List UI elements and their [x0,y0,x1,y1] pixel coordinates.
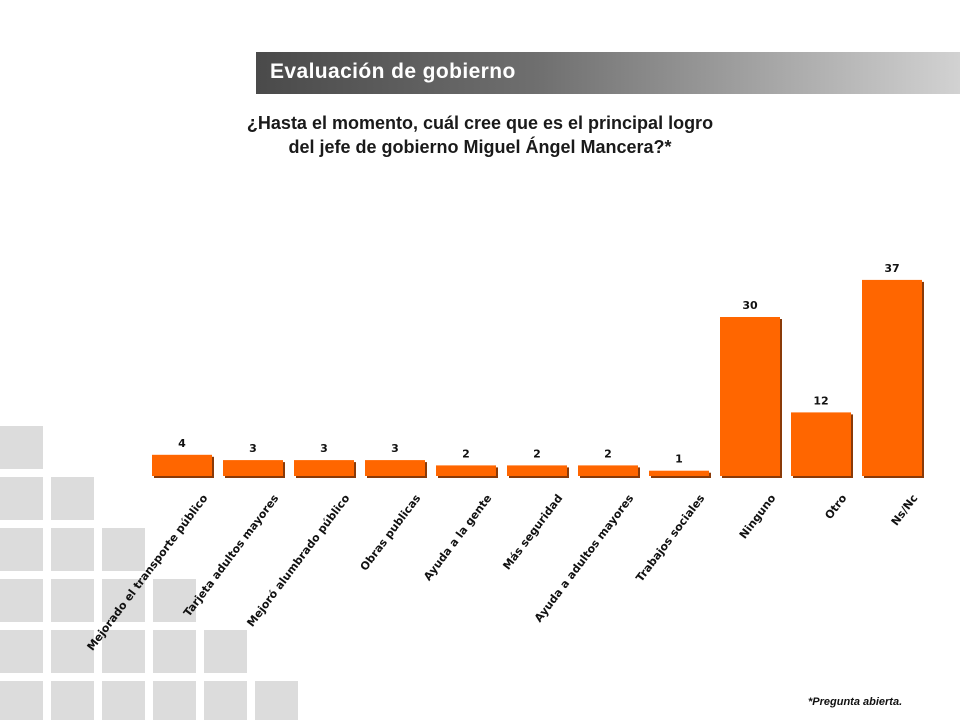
deco-square [0,681,43,720]
bar [578,465,638,476]
deco-square [0,528,43,571]
deco-square [51,630,94,673]
deco-square [51,579,94,622]
data-label: 12 [813,394,828,407]
data-label: 2 [462,447,470,460]
deco-square [102,579,145,622]
deco-square [255,681,298,720]
deco-square [102,630,145,673]
data-label: 3 [391,442,399,455]
deco-square [0,630,43,673]
deco-square [51,477,94,520]
footnote: *Pregunta abierta. [808,696,903,708]
deco-square [153,630,196,673]
deco-square [0,477,43,520]
deco-square [204,630,247,673]
data-label: 3 [320,442,328,455]
data-label: 1 [675,453,683,466]
deco-square [0,579,43,622]
deco-square [102,681,145,720]
deco-square [0,426,43,469]
bar [152,454,212,476]
deco-square [204,681,247,720]
category-label: Trabajos sociales [633,492,707,585]
category-label: Ninguno [737,492,779,542]
data-label: 30 [742,299,758,312]
data-label: 2 [533,447,541,460]
bar [862,279,922,476]
deco-square [102,528,145,571]
category-label: Otro [822,492,849,522]
question-line-2: del jefe de gobierno Miguel Ángel Mancer… [288,137,672,157]
deco-square [153,579,196,622]
bar [223,460,283,476]
question-line-1: ¿Hasta el momento, cuál cree que es el p… [246,113,714,133]
bar [720,317,780,476]
deco-square [51,681,94,720]
deco-square [51,528,94,571]
category-label: Obras publicas [358,492,424,574]
bar [791,412,851,476]
question-text: ¿Hasta el momento, cuál cree que es el p… [150,111,810,159]
data-label: 3 [249,442,257,455]
category-label: Mejorado el transporte público [84,492,210,654]
bar [649,470,709,476]
bar [294,460,354,476]
data-label: 4 [178,437,186,450]
deco-square [153,681,196,720]
data-label: 2 [604,447,612,460]
bar [507,465,567,476]
data-label: 37 [884,262,899,275]
category-label: Ns/Nc [889,492,921,528]
category-label: Más seguridad [500,492,565,572]
header-bar: Evaluación de gobierno [256,52,960,94]
bar [365,460,425,476]
bar [436,465,496,476]
category-label: Ayuda a la gente [421,492,494,583]
page-title: Evaluación de gobierno [270,60,516,83]
